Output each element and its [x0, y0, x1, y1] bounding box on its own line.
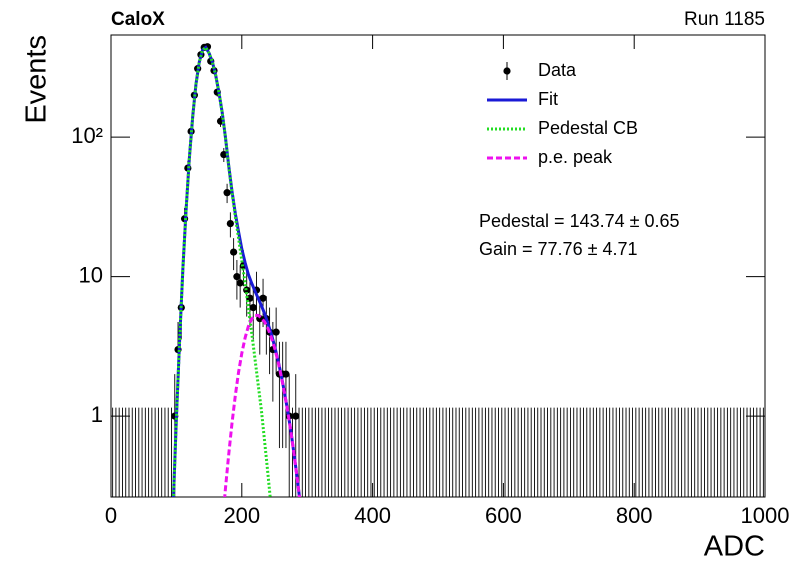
chart-title: CaloX — [111, 9, 165, 30]
x-axis-label: ADC — [704, 531, 765, 563]
y-tick-label: 10 — [79, 262, 103, 287]
y-tick-label: 10² — [71, 123, 103, 148]
x-tick-label: 600 — [485, 503, 522, 528]
x-tick-label: 200 — [223, 503, 260, 528]
legend-label: Fit — [538, 89, 558, 109]
annotation: Pedestal = 143.74 ± 0.65 — [479, 211, 680, 231]
legend-symbol — [503, 67, 511, 75]
data-point — [236, 279, 244, 287]
annotation: Gain = 77.76 ± 4.71 — [479, 239, 638, 259]
x-tick-label: 800 — [616, 503, 653, 528]
data-point — [272, 328, 280, 336]
data-point — [249, 303, 257, 312]
legend-label: Pedestal CB — [538, 118, 638, 138]
x-tick-label: 400 — [354, 503, 391, 528]
legend-label: p.e. peak — [538, 147, 613, 167]
plot-frame — [110, 34, 766, 498]
plot-area — [112, 43, 764, 497]
data-point — [226, 219, 234, 228]
curve — [223, 313, 301, 497]
data-point — [230, 248, 238, 256]
y-tick-label: 1 — [91, 402, 103, 427]
data-point — [282, 370, 290, 378]
legend-label: Data — [538, 60, 577, 80]
data-point — [233, 273, 241, 281]
run-label: Run 1185 — [684, 9, 765, 30]
x-tick-label: 1000 — [741, 503, 790, 528]
x-tick-label: 0 — [105, 503, 117, 528]
data-point — [220, 150, 228, 159]
data-point — [259, 294, 267, 302]
data-point — [223, 189, 231, 197]
data-point — [292, 412, 300, 420]
y-axis-label: Events — [21, 35, 53, 124]
